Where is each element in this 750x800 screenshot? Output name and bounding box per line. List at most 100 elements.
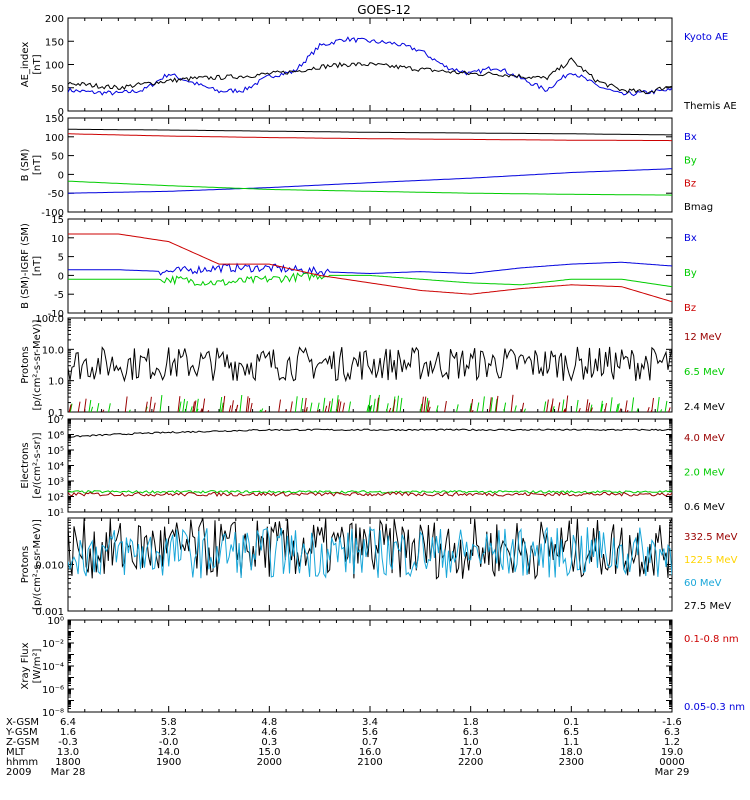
series-2.0-mev: [68, 490, 672, 494]
series-bx: [68, 261, 672, 277]
panel-frame: [67, 418, 673, 513]
footer-value: 19.0: [661, 747, 683, 758]
y-tick-label: 10⁴: [47, 462, 64, 473]
y-tick-label: 10⁰: [47, 616, 64, 627]
legend-entry: 0.05-0.3 nm: [684, 702, 745, 713]
y-tick-label: 10⁶: [47, 431, 64, 442]
y-tick-label: 10⁻⁴: [42, 662, 64, 673]
series-group: [68, 36, 672, 97]
y-tick-label: 0.001: [35, 607, 64, 618]
footer-value: 16.0: [359, 747, 381, 758]
y-tick-label: 50: [51, 84, 64, 95]
legend-entry: Bmag: [684, 202, 713, 213]
panel-frame: [67, 17, 673, 112]
y-axis-label: B (SM)-IGRF (SM)[nT]: [20, 223, 43, 309]
footer-value: 0.1: [563, 717, 579, 728]
y-tick-label: -50: [48, 189, 64, 200]
footer-value: 2000: [257, 757, 282, 768]
footer-row-label: 2009: [6, 767, 31, 778]
legend-entry: Bz: [684, 303, 696, 314]
footer-value: 4.8: [261, 717, 277, 728]
footer-value: 2300: [559, 757, 584, 768]
y-tick-label: 150: [45, 114, 64, 125]
footer-value: 18.0: [560, 747, 582, 758]
footer-value: Mar 29: [655, 767, 690, 778]
footer-value: 2100: [357, 757, 382, 768]
footer-row-label: X-GSM: [6, 717, 39, 728]
footer-value: 0.7: [362, 737, 378, 748]
footer-value: 5.8: [161, 717, 177, 728]
series-bx: [68, 168, 672, 194]
panel-xray: 10⁻⁸ 10⁻⁶ 10⁻⁴ 10⁻² 10⁰ Xray Flux[W/m²] 0.1-0.…: [20, 616, 745, 719]
footer-value: 0000: [659, 757, 684, 768]
series-bz: [68, 133, 672, 142]
series-group: [68, 233, 672, 303]
panel-frame: [67, 218, 673, 314]
panel-frame: [67, 619, 673, 713]
legend-entry: By: [684, 268, 697, 279]
y-tick-label: 200: [45, 14, 64, 25]
y-tick-label: -5: [54, 290, 64, 301]
footer-value: 6.3: [664, 727, 680, 738]
chart-title: GOES-12: [357, 3, 411, 17]
footer-value: 6.3: [463, 727, 479, 738]
series-0.6-mev: [68, 428, 672, 438]
footer-value: 4.6: [261, 727, 277, 738]
footer-value: 14.0: [158, 747, 180, 758]
footer-value: 2200: [458, 757, 483, 768]
legend-entry: 0.6 MeV: [684, 502, 725, 513]
legend-entry: Kyoto AE: [684, 32, 728, 43]
y-tick-label: 10.0: [42, 345, 64, 356]
series-60-mev: [68, 526, 672, 579]
series-by: [68, 180, 672, 196]
series-themis-ae: [68, 57, 672, 95]
footer-value: 1.6: [60, 727, 76, 738]
legend-entry: 2.0 MeV: [684, 468, 725, 479]
footer-value: Mar 28: [51, 767, 86, 778]
y-tick-label: 100.0: [35, 314, 64, 325]
y-tick-label: -10: [48, 309, 64, 320]
footer-value: 6.5: [563, 727, 579, 738]
footer-value: 17.0: [460, 747, 482, 758]
legend-entry: 332.5 MeV: [684, 532, 738, 543]
series-kyoto-ae: [68, 36, 672, 97]
legend-entry: 6.5 MeV: [684, 367, 725, 378]
footer-value: 13.0: [57, 747, 79, 758]
legend-entry: 122.5 MeV: [684, 555, 738, 566]
panel-bdiff: -10 -5 0 5 10 15 B (SM)-IGRF (SM)[nT] Bx By Bz: [20, 215, 697, 320]
series-group: [68, 518, 672, 580]
y-axis-label: Xray Flux[W/m²]: [20, 642, 43, 689]
series-4.0-mev: [68, 491, 672, 497]
footer-value: 15.0: [258, 747, 280, 758]
series-group: [68, 428, 672, 497]
y-tick-label: 15: [51, 215, 64, 226]
legend-entry: Themis AE: [683, 101, 737, 112]
footer-value: -0.0: [159, 737, 179, 748]
footer-row-label: Y-GSM: [5, 727, 38, 738]
y-tick-label: 0: [58, 170, 64, 181]
y-axis-label: B (SM)[nT]: [20, 148, 43, 181]
y-tick-label: 1.0: [48, 377, 64, 388]
footer-value: 1.1: [563, 737, 579, 748]
y-tick-label: 50: [51, 152, 64, 163]
panels: 0 50 100 150 200 AE_index[nT] Kyoto AE Themis A…: [20, 14, 745, 719]
y-tick-label: 100: [45, 61, 64, 72]
y-axis-label: AE_index[nT]: [20, 42, 43, 88]
y-tick-label: 0.010: [35, 561, 64, 572]
series-12-mev: [68, 394, 671, 412]
footer-value: 3.4: [362, 717, 378, 728]
legend-entry: 12 MeV: [684, 332, 722, 343]
footer-value: 1.2: [664, 737, 680, 748]
y-tick-label: 5: [58, 253, 64, 264]
y-tick-label: -100: [41, 208, 64, 219]
y-tick-label: 0.1: [48, 408, 64, 419]
legend-entry: Bx: [684, 233, 697, 244]
y-tick-label: 10³: [47, 477, 64, 488]
footer-value: -0.3: [58, 737, 78, 748]
legend-entry: By: [684, 155, 697, 166]
y-tick-label: 10²: [47, 493, 64, 504]
footer-value: 1.8: [463, 717, 479, 728]
footer-value: 0.3: [261, 737, 277, 748]
legend-entry: Bz: [684, 179, 696, 190]
